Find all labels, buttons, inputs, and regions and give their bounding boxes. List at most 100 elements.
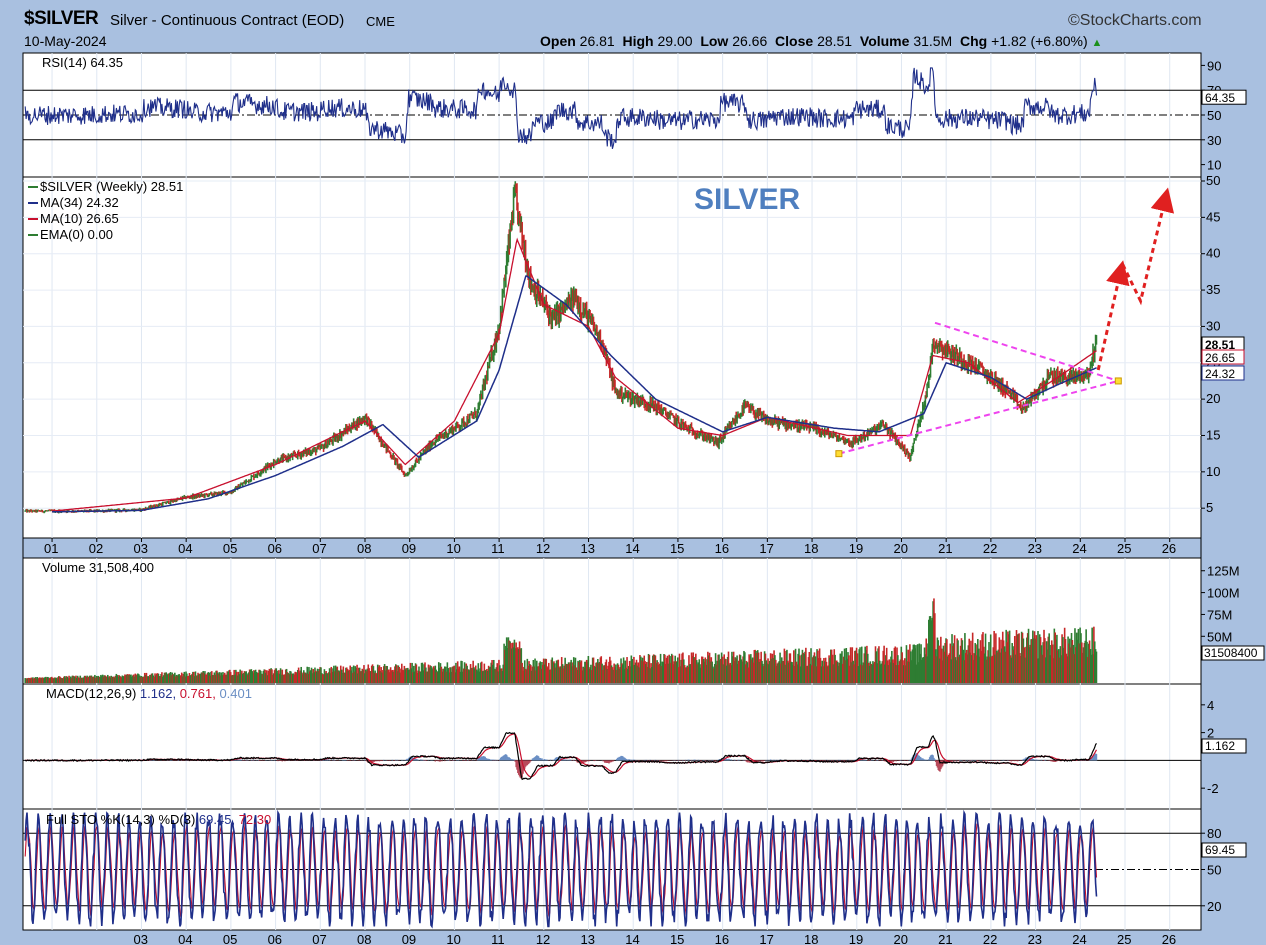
symbol-description: Silver - Continuous Contract (EOD) — [110, 12, 345, 29]
x-tick-label: 06 — [268, 541, 282, 556]
x-tick-label: 16 — [715, 541, 729, 556]
x-tick-label: 12 — [536, 541, 550, 556]
rsi-y-tick-label: 10 — [1207, 158, 1221, 173]
x-tick-label-bottom: 24 — [1072, 932, 1086, 945]
exchange-label: CME — [366, 14, 395, 29]
rsi-value-label: 64.35 — [1205, 91, 1235, 105]
volume-y-tick-label: 50M — [1207, 629, 1232, 644]
price-legend-entry: MA(34) 24.32 — [40, 195, 119, 210]
price-legend-entry: MA(10) 26.65 — [40, 211, 119, 226]
x-tick-label-bottom: 25 — [1117, 932, 1131, 945]
macd-value-box — [1201, 738, 1247, 754]
volume-value: 31.5M — [913, 33, 953, 49]
price-y-tick-label: 35 — [1206, 282, 1220, 297]
price-label: 24.32 — [1205, 367, 1235, 381]
chart-title: SILVER — [694, 183, 800, 216]
projection-arrow-2 — [1121, 187, 1175, 306]
high-label: High — [622, 33, 654, 49]
x-tick-label: 23 — [1028, 541, 1042, 556]
sto-y-tick-label: 20 — [1207, 899, 1221, 914]
x-tick-label: 02 — [89, 541, 103, 556]
macd-line — [24, 731, 1097, 781]
volume-label: Volume — [859, 33, 910, 49]
x-tick-label-bottom: 04 — [178, 932, 192, 945]
x-tick-label: 24 — [1072, 541, 1086, 556]
rsi-y-tick-label: 90 — [1207, 58, 1221, 73]
sto-y-tick-label: 50 — [1207, 863, 1221, 878]
price-legend-entry: $SILVER (Weekly) 28.51 — [40, 179, 183, 194]
price-label: 26.65 — [1205, 351, 1235, 365]
sto-legend: Full STO %K(14,3) %D(3) 69.45, 72.30 — [46, 812, 271, 827]
x-tick-label-bottom: 12 — [536, 932, 550, 945]
x-tick-label: 10 — [446, 541, 460, 556]
panel-macd — [22, 683, 1202, 810]
sto-k-line — [24, 809, 1098, 929]
x-tick-label: 09 — [402, 541, 416, 556]
x-tick-label: 13 — [581, 541, 595, 556]
rsi-value-box — [1201, 89, 1247, 105]
sto-value-label: 69.45 — [1205, 843, 1235, 857]
sto-y-tick-label: 80 — [1207, 826, 1221, 841]
price-y-tick-label: 5 — [1206, 500, 1213, 515]
x-tick-label-bottom: 22 — [983, 932, 997, 945]
macd-y-tick-label: 4 — [1207, 698, 1214, 713]
up-arrow-icon: ▲ — [1091, 37, 1103, 49]
x-tick-label: 03 — [133, 541, 147, 556]
x-tick-label: 21 — [938, 541, 952, 556]
chg-label: Chg — [960, 33, 988, 49]
price-y-tick-label: 15 — [1206, 427, 1220, 442]
macd-histogram — [24, 753, 1098, 779]
sto-value-box — [1201, 842, 1247, 858]
volume-bars — [24, 598, 1098, 683]
trendline-anchor-1 — [835, 450, 843, 458]
x-tick-label-bottom: 19 — [849, 932, 863, 945]
x-tick-label-bottom: 08 — [357, 932, 371, 945]
chg-value: +1.82 (+6.80%) — [991, 33, 1088, 49]
x-tick-label: 25 — [1117, 541, 1131, 556]
x-tick-label-bottom: 05 — [223, 932, 237, 945]
brand-logo: ©StockCharts.com — [1068, 12, 1202, 30]
macd-y-tick-label: -2 — [1207, 781, 1219, 796]
x-tick-label: 26 — [1162, 541, 1176, 556]
x-tick-label: 05 — [223, 541, 237, 556]
price-label: 28.51 — [1205, 338, 1235, 352]
x-tick-label-bottom: 21 — [938, 932, 952, 945]
close-label: Close — [775, 33, 814, 49]
macd-value-label: 1.162 — [1205, 739, 1235, 753]
low-value: 26.66 — [732, 33, 768, 49]
volume-value-label: 31508400 — [1204, 646, 1258, 660]
chart-date: 10-May-2024 — [24, 33, 107, 49]
price-y-tick-label: 30 — [1206, 318, 1220, 333]
price-legend-entry: EMA(0) 0.00 — [40, 227, 113, 242]
price-label-box — [1201, 349, 1245, 365]
close-value: 28.51 — [817, 33, 853, 49]
macd-signal-value: 0.761, — [180, 686, 220, 701]
ma10-line — [52, 237, 1097, 512]
brand-name: StockCharts.com — [1079, 12, 1202, 29]
price-y-tick-label: 20 — [1206, 391, 1220, 406]
volume-y-tick-label: 125M — [1207, 564, 1240, 579]
rsi-y-tick-label: 30 — [1207, 133, 1221, 148]
x-tick-label: 11 — [491, 541, 505, 556]
macd-hist-value: 0.401 — [219, 686, 252, 701]
copyright-icon: © — [1068, 12, 1080, 29]
macd-value: 1.162, — [140, 686, 180, 701]
rsi-line — [24, 67, 1098, 150]
x-tick-label-bottom: 06 — [268, 932, 282, 945]
open-label: Open — [540, 33, 576, 49]
volume-value-box — [1201, 645, 1265, 661]
rsi-legend: RSI(14) 64.35 — [42, 55, 123, 70]
x-tick-label: 04 — [178, 541, 192, 556]
x-tick-label: 22 — [983, 541, 997, 556]
x-tick-label-bottom: 13 — [581, 932, 595, 945]
symbol-title: $SILVER — [24, 8, 99, 29]
volume-y-tick-label: 75M — [1207, 607, 1232, 622]
macd-y-tick-label: 2 — [1207, 726, 1214, 741]
x-tick-label: 14 — [625, 541, 639, 556]
x-tick-label: 19 — [849, 541, 863, 556]
projection-arrow-1 — [1096, 260, 1130, 371]
x-tick-label: 17 — [759, 541, 773, 556]
high-value: 29.00 — [657, 33, 693, 49]
trendline-anchor-2 — [1114, 377, 1122, 385]
